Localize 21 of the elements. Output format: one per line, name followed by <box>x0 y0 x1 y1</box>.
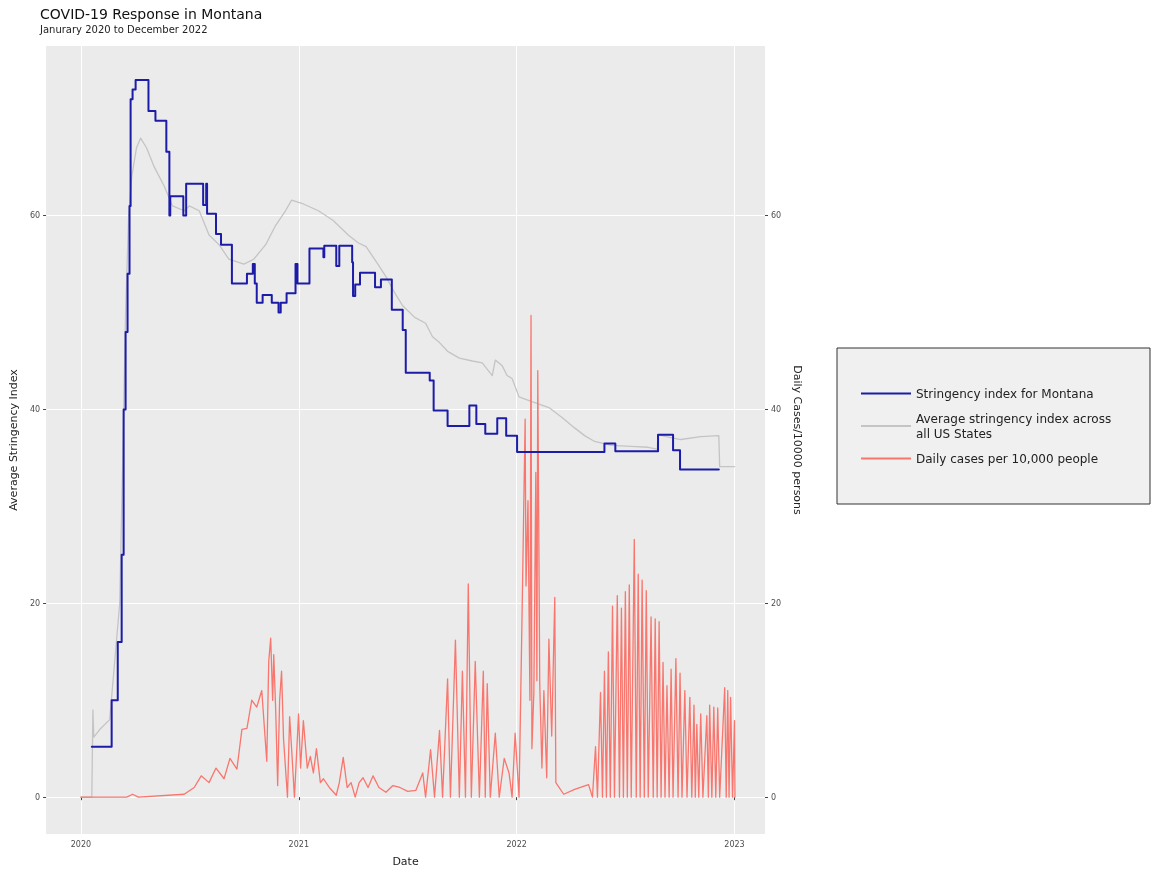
x-axis-title: Date <box>392 855 419 868</box>
legend-label: Average stringency index across all US States <box>916 411 1115 441</box>
x-tick-label: 2020 <box>70 839 92 849</box>
y-tick-label: 0 <box>34 792 41 802</box>
y-tick-label: 60 <box>29 211 41 221</box>
x-tick-label: 2022 <box>506 839 527 849</box>
y-tick-label: 40 <box>29 404 41 414</box>
y-axis-title: Average Stringency Index <box>7 368 20 511</box>
chart-subtitle: Janurary 2020 to December 2022 <box>39 23 208 35</box>
legend-label: Daily cases per 10,000 people <box>916 451 1099 466</box>
y2-tick-label: 20 <box>771 598 782 608</box>
x-tick-label: 2023 <box>724 839 745 849</box>
y2-tick-label: 0 <box>771 792 777 802</box>
x-tick-label: 2021 <box>288 839 309 849</box>
chart-title: COVID-19 Response in Montana <box>40 6 263 22</box>
y-tick-label: 20 <box>29 598 41 608</box>
y2-axis-title: Daily Cases/10000 persons <box>791 365 805 516</box>
y2-tick-label: 60 <box>771 211 782 221</box>
line-series <box>80 314 736 798</box>
y2-tick-label: 40 <box>771 404 782 414</box>
legend-label: Stringency index for Montana <box>916 386 1094 401</box>
